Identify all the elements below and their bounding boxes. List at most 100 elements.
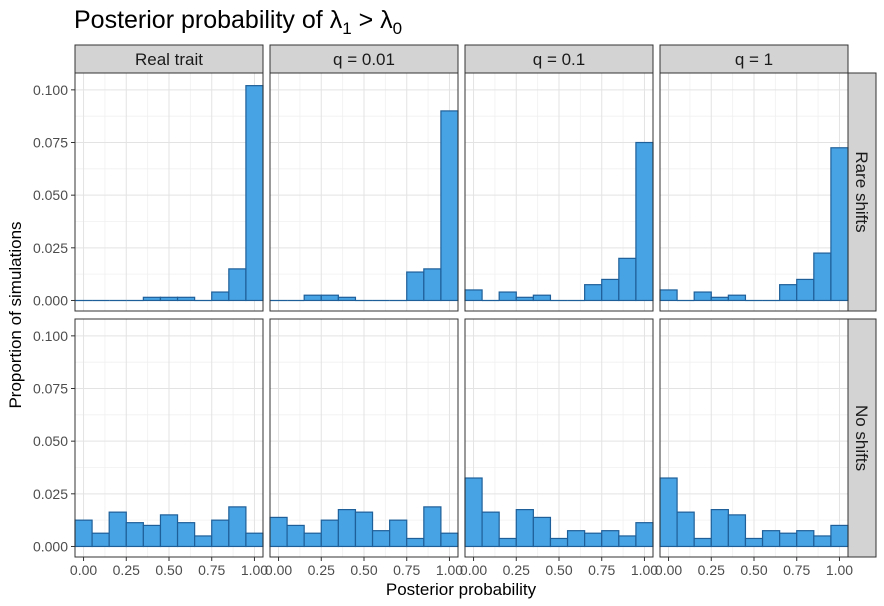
panel [74, 72, 264, 312]
y-tick-label: 0.025 [33, 486, 68, 502]
histogram-bar [813, 535, 832, 548]
histogram-bar [532, 516, 552, 548]
chart-title: Posterior probability of λ1 > λ0 [74, 6, 402, 38]
histogram-bar [830, 147, 849, 302]
histogram-bar [727, 294, 747, 302]
histogram-bar [211, 519, 230, 548]
x-tick-label: 0.50 [155, 562, 182, 578]
y-tick-label: 0.075 [33, 135, 68, 151]
column-strip: q = 0.01 [269, 44, 459, 74]
x-tick-label: 0.50 [740, 562, 767, 578]
histogram-bar [498, 291, 517, 302]
histogram-bar [211, 291, 230, 302]
x-tick-label: 0.75 [783, 562, 810, 578]
histogram-bar [584, 532, 603, 548]
histogram-bar [440, 110, 459, 302]
histogram-bar [618, 257, 637, 302]
row-strip: Rare shifts [847, 72, 877, 312]
histogram-bar [159, 296, 179, 302]
histogram-bar [406, 271, 425, 302]
histogram-bar [337, 509, 357, 548]
histogram-bar [320, 519, 339, 548]
histogram-bar [125, 522, 144, 548]
histogram-bar [371, 530, 391, 548]
x-tick-label: 0.00 [655, 562, 682, 578]
x-tick-label: 0.00 [460, 562, 487, 578]
histogram-bar [194, 535, 213, 548]
histogram-bar [423, 506, 442, 548]
histogram-bar [159, 514, 179, 548]
x-tick-label: 0.75 [588, 562, 615, 578]
histogram-bar [303, 294, 322, 302]
column-strip: Real trait [74, 44, 264, 74]
column-strip-label: Real trait [135, 50, 203, 69]
histogram-bar [727, 514, 747, 548]
histogram-bar [406, 537, 425, 548]
y-tick-label: 0.025 [33, 240, 68, 256]
column-strip: q = 1 [659, 44, 849, 74]
histogram-bar [337, 296, 357, 302]
histogram-bar [693, 537, 712, 548]
panel [659, 72, 849, 312]
x-tick-label: 0.00 [70, 562, 97, 578]
y-axis-title: Proportion of simulations [6, 221, 25, 408]
y-tick-label: 0.075 [33, 381, 68, 397]
histogram-bar [710, 296, 729, 302]
histogram-bar [761, 530, 781, 548]
x-tick-label: 0.25 [503, 562, 530, 578]
panel-border [269, 72, 459, 312]
y-tick-label: 0.000 [33, 538, 68, 554]
y-tick-label: 0.000 [33, 292, 68, 308]
histogram-bar [601, 278, 620, 302]
x-tick-label: 1.00 [241, 562, 268, 578]
histogram-bar [515, 296, 534, 302]
histogram-bar [659, 289, 678, 302]
x-tick-label: 1.00 [826, 562, 853, 578]
histogram-bar [245, 532, 264, 548]
x-tick-label: 0.00 [265, 562, 292, 578]
histogram-bar [228, 268, 247, 302]
histogram-bar [320, 294, 339, 302]
histogram-bar [464, 477, 483, 548]
panel-border [74, 72, 264, 312]
panel [464, 72, 654, 312]
histogram-bar [515, 509, 534, 548]
histogram-bar [498, 537, 517, 548]
column-strip-label: q = 1 [735, 50, 773, 69]
histogram-bar [464, 289, 483, 302]
histogram-bar [142, 524, 162, 548]
panel [464, 318, 654, 558]
row-strip-label: No shifts [852, 405, 871, 471]
histogram-bar [796, 530, 815, 548]
column-strip-label: q = 0.01 [333, 50, 395, 69]
x-tick-label: 0.50 [350, 562, 377, 578]
histogram-bar [91, 532, 110, 548]
panels-layer: Real trait q = 0.01 q = 0.1 q = 1 Rare shift… [33, 44, 877, 578]
x-tick-label: 0.25 [698, 562, 725, 578]
histogram-bar [601, 530, 620, 548]
x-tick-label: 0.25 [308, 562, 335, 578]
histogram-bar [779, 284, 798, 302]
panel [74, 318, 264, 558]
column-strip: q = 0.1 [464, 44, 654, 74]
histogram-bar [389, 519, 408, 548]
row-strip: No shifts [847, 318, 877, 558]
histogram-bar [142, 296, 162, 302]
histogram-bar [676, 511, 695, 548]
histogram-bar [354, 511, 374, 548]
histogram-bar [532, 294, 552, 302]
histogram-bar [176, 522, 196, 548]
histogram-bar [228, 506, 247, 548]
y-tick-label: 0.100 [33, 82, 68, 98]
x-tick-label: 0.75 [198, 562, 225, 578]
panel-border [464, 72, 654, 312]
histogram-bar [566, 530, 586, 548]
histogram-bar [481, 511, 500, 548]
y-tick-label: 0.050 [33, 187, 68, 203]
histogram-bar [830, 524, 849, 548]
histogram-bar [659, 477, 678, 548]
histogram-bar [813, 252, 832, 302]
y-tick-label: 0.050 [33, 433, 68, 449]
y-tick-label: 0.100 [33, 328, 68, 344]
